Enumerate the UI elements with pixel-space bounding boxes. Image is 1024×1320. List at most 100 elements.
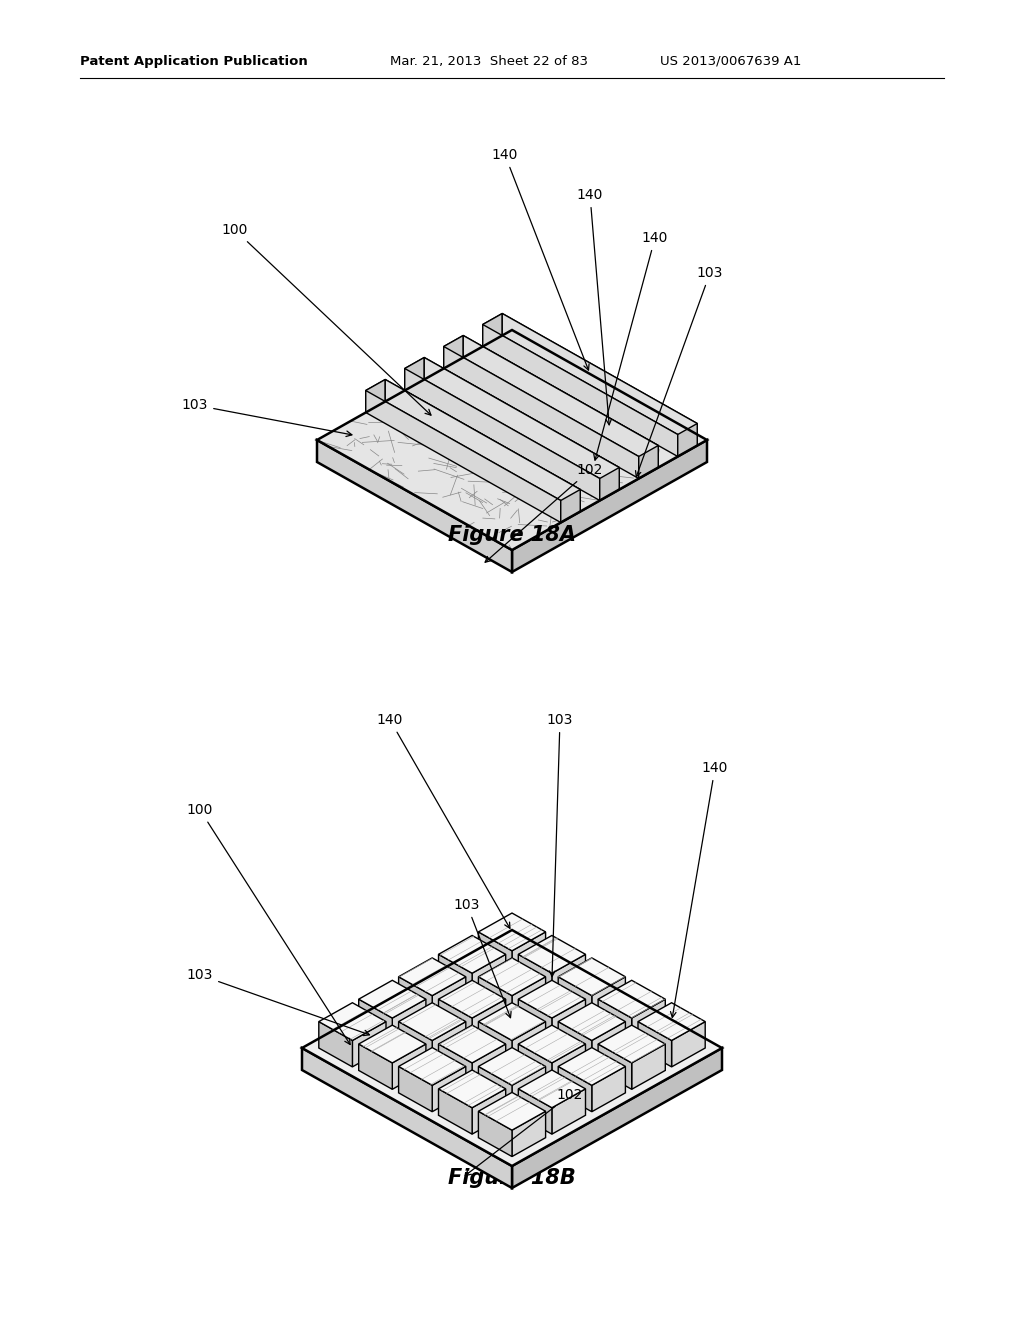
Polygon shape [638, 1003, 706, 1040]
Polygon shape [482, 325, 678, 457]
Polygon shape [438, 981, 506, 1018]
Polygon shape [478, 1067, 512, 1111]
Polygon shape [678, 424, 697, 457]
Text: 103: 103 [182, 399, 352, 437]
Polygon shape [518, 954, 552, 999]
Polygon shape [478, 1093, 546, 1130]
Polygon shape [518, 1089, 552, 1134]
Polygon shape [317, 440, 512, 572]
Polygon shape [512, 1048, 722, 1188]
Polygon shape [478, 913, 546, 950]
Polygon shape [385, 380, 581, 511]
Polygon shape [366, 380, 581, 500]
Polygon shape [318, 1003, 386, 1040]
Polygon shape [512, 932, 546, 977]
Polygon shape [317, 330, 707, 550]
Polygon shape [438, 954, 472, 999]
Polygon shape [558, 1067, 592, 1111]
Polygon shape [478, 1003, 546, 1040]
Polygon shape [352, 1022, 386, 1067]
Text: 103: 103 [547, 713, 573, 977]
Polygon shape [358, 1026, 426, 1063]
Polygon shape [552, 999, 586, 1044]
Polygon shape [438, 936, 506, 973]
Polygon shape [432, 1067, 466, 1111]
Text: 103: 103 [636, 267, 723, 477]
Polygon shape [552, 1089, 586, 1134]
Polygon shape [518, 1026, 586, 1063]
Polygon shape [358, 981, 426, 1018]
Polygon shape [478, 932, 512, 977]
Polygon shape [398, 977, 432, 1022]
Polygon shape [443, 335, 658, 457]
Text: Mar. 21, 2013  Sheet 22 of 83: Mar. 21, 2013 Sheet 22 of 83 [390, 55, 588, 69]
Text: 140: 140 [577, 187, 611, 425]
Polygon shape [358, 1044, 392, 1089]
Polygon shape [592, 1022, 626, 1067]
Polygon shape [478, 958, 546, 995]
Polygon shape [592, 1067, 626, 1111]
Polygon shape [392, 1044, 426, 1089]
Polygon shape [438, 999, 472, 1044]
Polygon shape [561, 490, 581, 523]
Polygon shape [512, 440, 707, 572]
Polygon shape [558, 958, 626, 995]
Polygon shape [518, 936, 586, 973]
Text: 140: 140 [671, 762, 728, 1018]
Text: 100: 100 [186, 803, 350, 1044]
Text: 140: 140 [594, 231, 669, 461]
Polygon shape [598, 1044, 632, 1089]
Polygon shape [558, 1048, 626, 1085]
Text: 140: 140 [492, 148, 589, 370]
Polygon shape [518, 1071, 586, 1107]
Text: Figure 18B: Figure 18B [449, 1168, 575, 1188]
Polygon shape [558, 1003, 626, 1040]
Polygon shape [478, 1022, 512, 1067]
Polygon shape [398, 958, 466, 995]
Polygon shape [632, 999, 666, 1044]
Text: Patent Application Publication: Patent Application Publication [80, 55, 308, 69]
Polygon shape [592, 977, 626, 1022]
Text: US 2013/0067639 A1: US 2013/0067639 A1 [660, 55, 802, 69]
Text: 102: 102 [485, 463, 603, 562]
Polygon shape [552, 1044, 586, 1089]
Polygon shape [366, 391, 561, 523]
Polygon shape [398, 1067, 432, 1111]
Polygon shape [672, 1022, 706, 1067]
Polygon shape [404, 368, 600, 500]
Polygon shape [302, 1048, 512, 1188]
Polygon shape [472, 954, 506, 999]
Polygon shape [482, 314, 697, 434]
Polygon shape [518, 981, 586, 1018]
Polygon shape [478, 977, 512, 1022]
Polygon shape [512, 977, 546, 1022]
Polygon shape [482, 314, 502, 346]
Polygon shape [443, 346, 639, 479]
Polygon shape [598, 999, 632, 1044]
Polygon shape [558, 1022, 592, 1067]
Polygon shape [512, 1067, 546, 1111]
Polygon shape [358, 999, 392, 1044]
Polygon shape [432, 977, 466, 1022]
Polygon shape [518, 1044, 552, 1089]
Polygon shape [598, 1026, 666, 1063]
Polygon shape [392, 999, 426, 1044]
Polygon shape [518, 999, 552, 1044]
Polygon shape [632, 1044, 666, 1089]
Polygon shape [463, 335, 658, 467]
Polygon shape [512, 1111, 546, 1156]
Polygon shape [302, 931, 722, 1166]
Polygon shape [398, 1048, 466, 1085]
Text: Figure 18A: Figure 18A [449, 525, 575, 545]
Text: 103: 103 [186, 968, 370, 1036]
Polygon shape [398, 1022, 432, 1067]
Polygon shape [438, 1071, 506, 1107]
Polygon shape [472, 1089, 506, 1134]
Polygon shape [398, 1003, 466, 1040]
Polygon shape [478, 1111, 512, 1156]
Polygon shape [478, 1048, 546, 1085]
Polygon shape [424, 358, 620, 490]
Polygon shape [639, 446, 658, 479]
Text: 102: 102 [465, 1088, 584, 1175]
Polygon shape [438, 1044, 472, 1089]
